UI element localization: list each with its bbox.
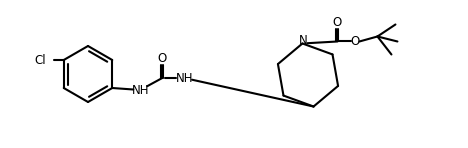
Text: NH: NH (132, 83, 149, 96)
Text: O: O (158, 52, 167, 65)
Text: N: N (299, 34, 308, 47)
Text: NH: NH (176, 71, 193, 85)
Text: O: O (333, 16, 342, 29)
Text: O: O (351, 35, 360, 48)
Text: Cl: Cl (34, 53, 46, 66)
